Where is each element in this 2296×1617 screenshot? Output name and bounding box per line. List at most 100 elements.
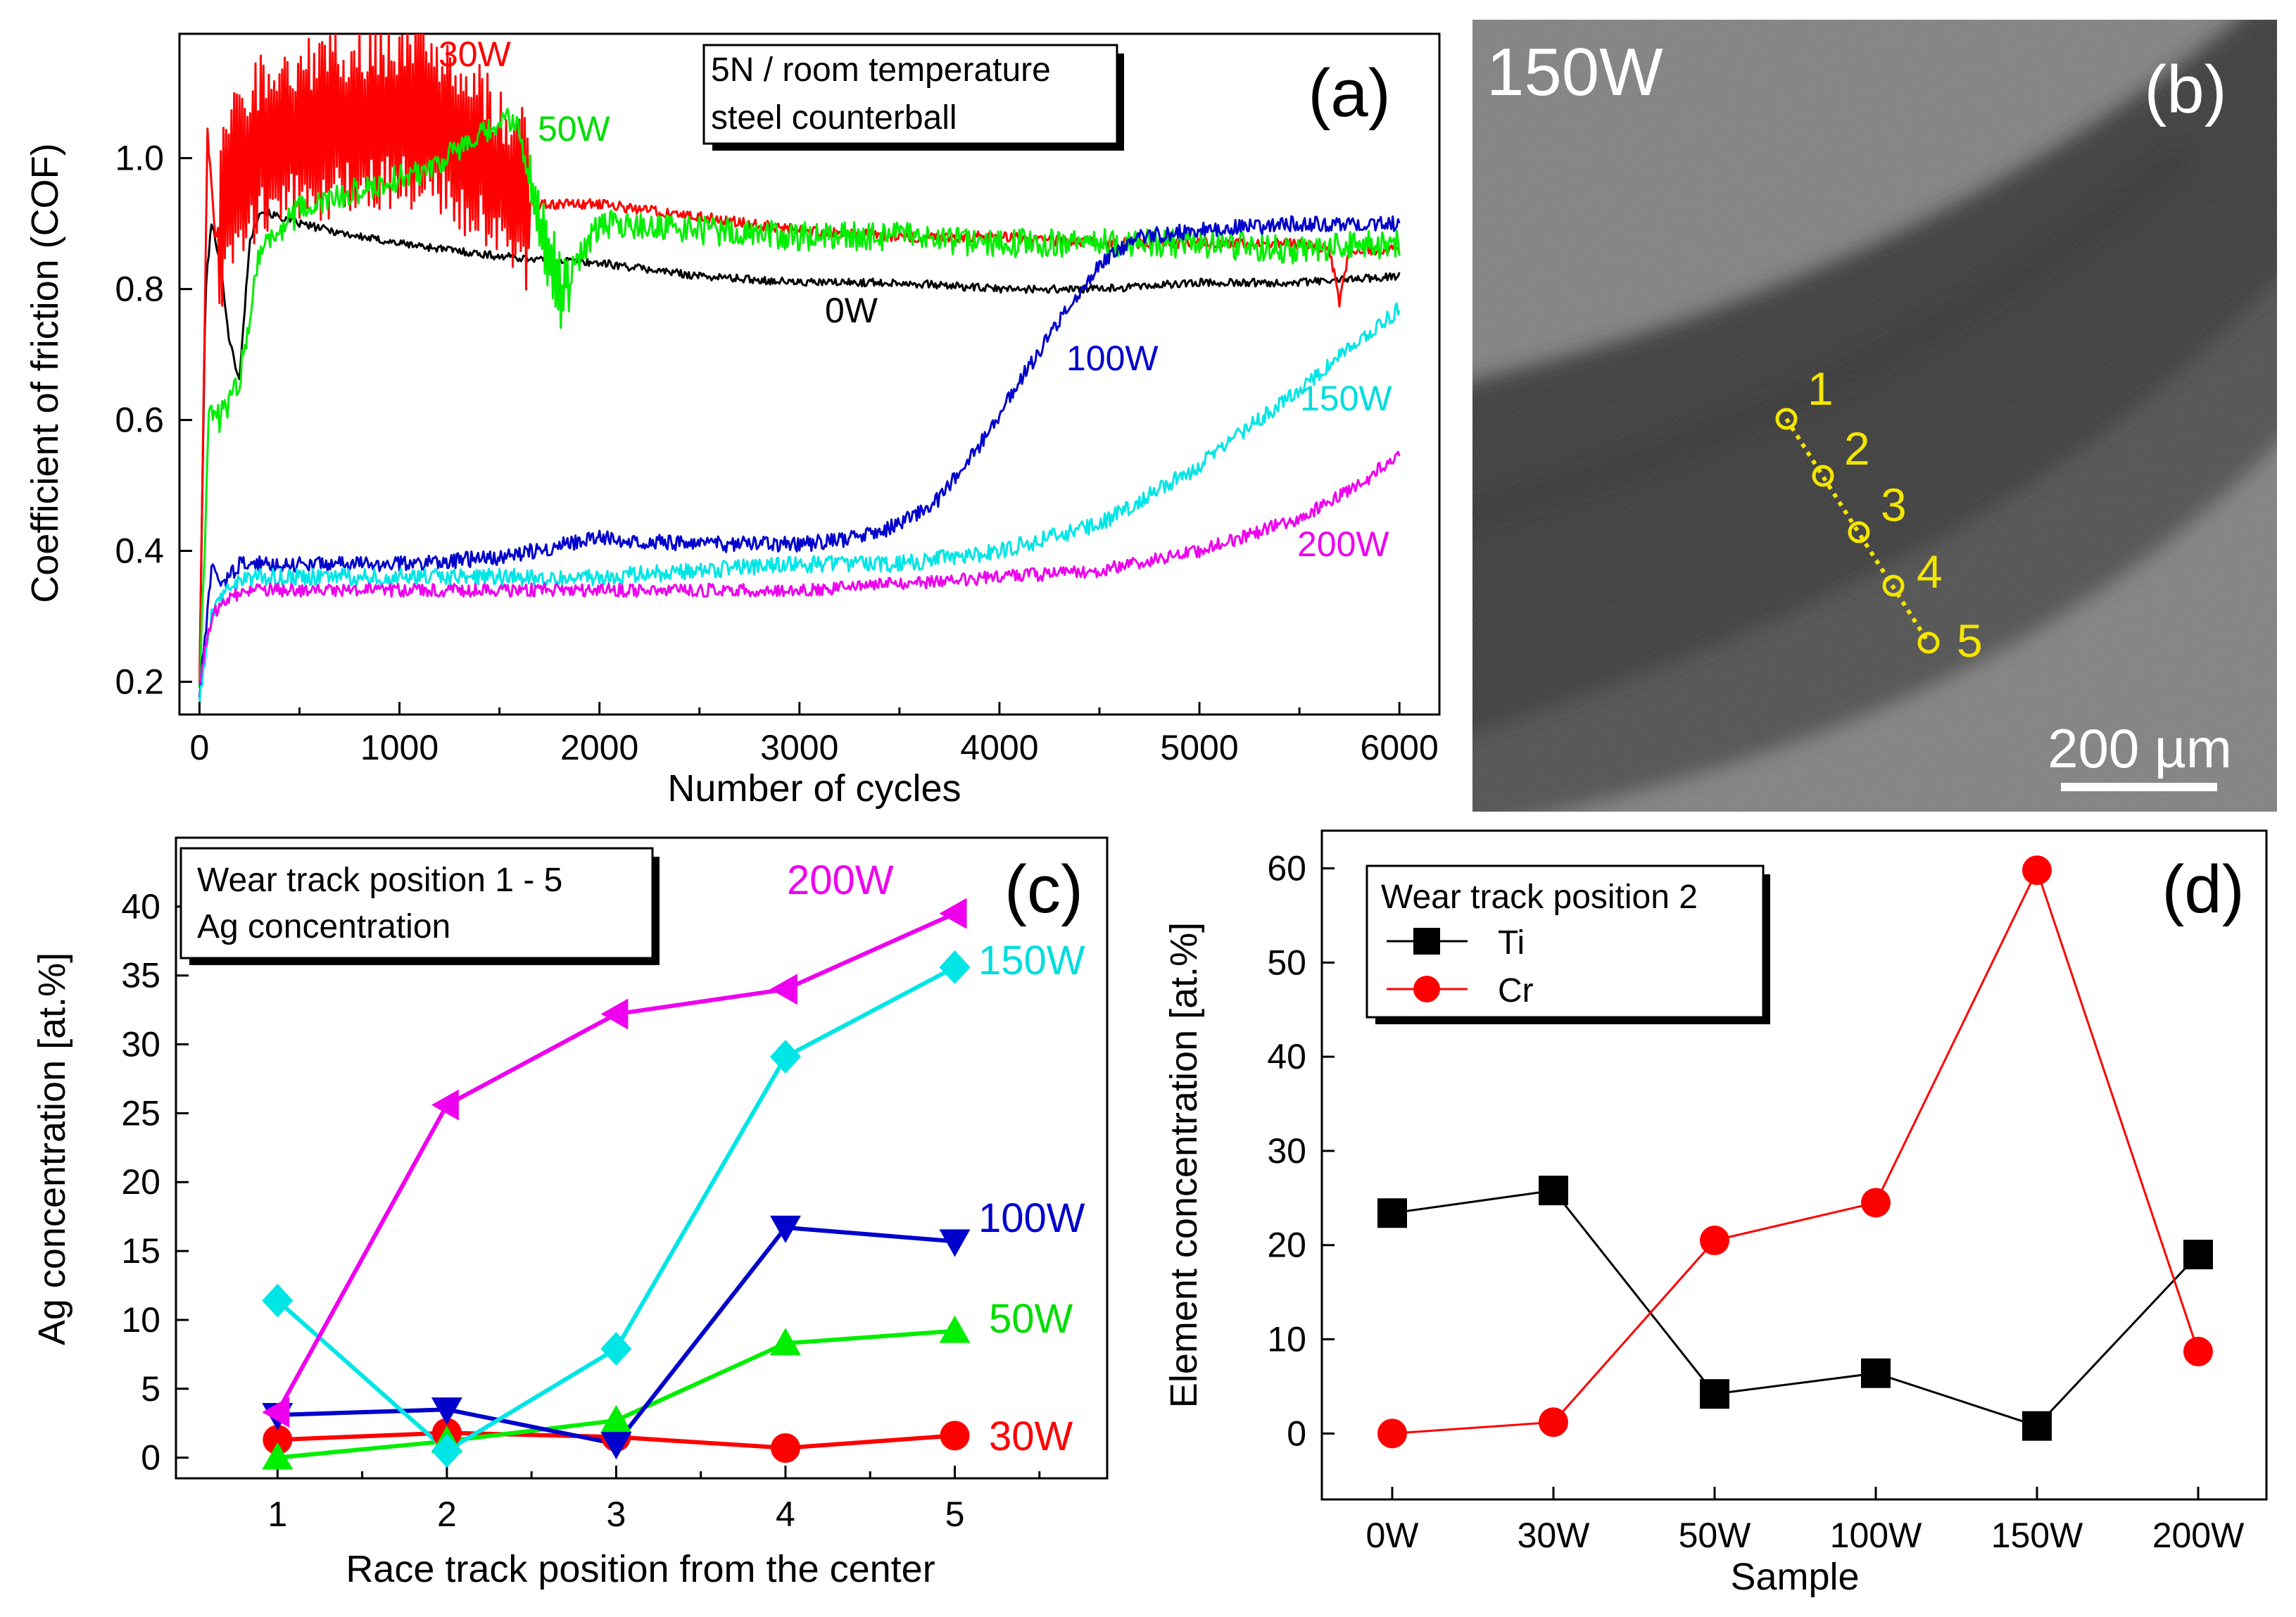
ag-point-200w: [939, 898, 967, 929]
ag-point-50w: [262, 1442, 294, 1470]
x-tick-label-c: 2: [437, 1495, 457, 1534]
ag-point-150w: [769, 1040, 801, 1074]
x-tick-label-d: 200W: [2152, 1516, 2245, 1555]
ag-point-30w: [940, 1421, 970, 1451]
ag-point-50w: [939, 1315, 971, 1343]
point-marker-4: [1882, 574, 1905, 597]
y-tick-label-a: 0.4: [115, 531, 164, 571]
panel-c-frame: [175, 836, 1109, 1480]
point-marker-5: [1917, 631, 1940, 654]
series-label-c-150w: 150W: [978, 938, 1085, 983]
ag-point-50w: [600, 1404, 632, 1433]
ag-point-100w: [939, 1229, 971, 1257]
series-label-c-50w: 50W: [989, 1296, 1073, 1342]
x-tick-label-a: 3000: [760, 728, 838, 767]
point-label-2: 2: [1844, 422, 1870, 474]
series-label-c-200w: 200W: [787, 857, 894, 903]
cof-line-50w: [198, 107, 1401, 688]
y-tick-label-a: 0.6: [115, 401, 164, 440]
point-marker-2: [1812, 465, 1834, 487]
measurement-path: [1784, 417, 1931, 644]
y-tick-label-d: 60: [1267, 849, 1306, 888]
series-label-50w: 50W: [538, 109, 611, 149]
y-tick-label-d: 50: [1267, 943, 1306, 982]
panel-d: 0W 30W 50W 100W 150W 200W 0 10 20 30 40 50 60 Wear t…: [1163, 829, 2268, 1598]
y-tick-label-c: 30: [121, 1025, 160, 1064]
panel-a-frame: [178, 32, 1441, 716]
cof-line-200w: [198, 451, 1401, 684]
point-marker-1: [1775, 408, 1798, 430]
x-tick-label-d: 100W: [1830, 1516, 1922, 1555]
point-label-1: 1: [1808, 363, 1834, 415]
y-tick-label-c: 10: [121, 1300, 160, 1340]
legend-d-cr-marker: [1413, 976, 1440, 1002]
legend-line-1: 5N / room temperature: [711, 51, 1051, 89]
x-tick-label-a: 4000: [960, 728, 1038, 767]
element-point-ti: [1700, 1379, 1729, 1409]
y-tick-label-d: 40: [1267, 1037, 1306, 1076]
panel-a-series: [198, 34, 1401, 705]
element-point-cr: [2183, 1336, 2213, 1366]
element-point-ti: [1377, 1198, 1407, 1228]
x-tick-label-d: 150W: [1991, 1516, 2083, 1555]
cof-line-100w: [198, 215, 1401, 698]
y-tick-label-a: 1.0: [115, 139, 164, 178]
y-axis-title-a: Coefficient of friction (COF): [24, 143, 66, 603]
ag-line-150w: [276, 965, 956, 1454]
panel-a: 0 1000 2000 3000 4000 5000 6000 0.2 0.4 0.6 0.8 1.0…: [24, 32, 1441, 810]
point-marker-3: [1848, 521, 1870, 543]
panel-d-series: [1377, 855, 2213, 1449]
panel-d-frame: [1320, 829, 2268, 1501]
y-axis-title-c: Ag concentration [at.%]: [31, 952, 73, 1345]
x-tick-label-c: 5: [945, 1495, 965, 1534]
y-tick-label-c: 0: [141, 1438, 160, 1478]
element-point-cr: [1861, 1188, 1891, 1218]
series-label-200w: 200W: [1297, 524, 1389, 564]
panel-c-ticks: [176, 905, 1041, 1478]
legend-line-2: steel counterball: [711, 99, 957, 137]
y-tick-label-c: 40: [121, 887, 160, 926]
panel-d-label: (d): [2162, 852, 2244, 927]
x-axis-title-a: Number of cycles: [667, 767, 961, 810]
y-tick-label-d: 10: [1267, 1320, 1306, 1359]
ag-point-200w: [600, 998, 629, 1030]
panel-a-label: (a): [1308, 56, 1390, 131]
legend-c-line-1: Wear track position 1 - 5: [197, 862, 562, 899]
scale-bar: [2061, 783, 2217, 791]
ag-point-200w: [431, 1089, 459, 1121]
element-point-ti: [2183, 1240, 2213, 1270]
y-tick-label-a: 0.2: [115, 662, 164, 702]
panel-c-labels: 1 2 3 4 5 0 5 10 15 20 25 30 35 40: [121, 887, 964, 1534]
series-label-c-100w: 100W: [978, 1195, 1085, 1241]
panel-c: 1 2 3 4 5 0 5 10 15 20 25 30 35 40 Wear track positio…: [31, 836, 1109, 1590]
y-tick-label-d: 0: [1287, 1414, 1306, 1453]
panel-c-series: [262, 898, 971, 1470]
ag-point-150w: [939, 950, 971, 984]
element-line-ti: [1392, 1189, 2200, 1428]
series-label-30w: 30W: [439, 34, 512, 74]
legend-d-ti: Ti: [1498, 924, 1525, 962]
panel-a-labels: 0 1000 2000 3000 4000 5000 6000 0.2 0.4 0.6 0.8 1.0: [115, 139, 1438, 767]
x-tick-label-c: 3: [607, 1495, 626, 1534]
y-axis-title-d: Element concentration [at.%]: [1163, 922, 1205, 1408]
micrograph-sample-label: 150W: [1487, 34, 1663, 110]
ag-point-200w: [769, 974, 797, 1005]
legend-d-ti-marker: [1413, 928, 1440, 955]
x-axis-title-d: Sample: [1730, 1556, 1859, 1598]
element-point-ti: [1539, 1176, 1568, 1206]
panel-b: 1 2 3 4 5 150W (b) 200 µm: [1472, 20, 2277, 812]
x-tick-label-a: 6000: [1361, 728, 1439, 767]
series-label-150w: 150W: [1300, 379, 1392, 418]
ag-point-100w: [600, 1432, 632, 1460]
ag-point-150w: [262, 1283, 294, 1318]
element-point-ti: [1861, 1358, 1891, 1388]
ag-point-150w: [600, 1332, 632, 1366]
element-point-cr: [1539, 1407, 1568, 1437]
panel-d-labels: 0W 30W 50W 100W 150W 200W 0 10 20 30 40 50 60: [1267, 849, 2245, 1555]
y-tick-label-a: 0.8: [115, 270, 164, 309]
element-point-cr: [1700, 1226, 1729, 1256]
ag-point-100w: [769, 1215, 801, 1243]
y-tick-label-c: 25: [121, 1093, 160, 1133]
x-tick-label-d: 50W: [1679, 1516, 1752, 1555]
